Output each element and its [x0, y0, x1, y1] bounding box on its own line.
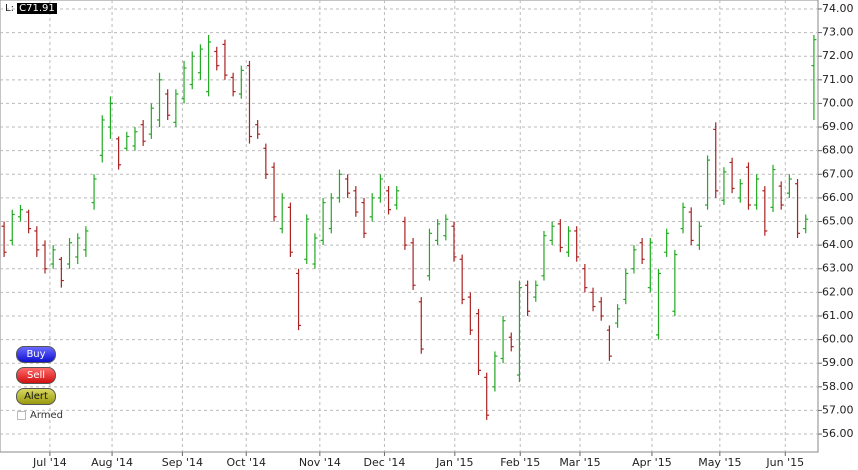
y-tick-label: 61.00	[822, 309, 854, 322]
price-legend: L: C71.91	[5, 3, 57, 14]
alert-button[interactable]: Alert	[16, 388, 56, 405]
y-tick-label: 58.00	[822, 380, 854, 393]
x-tick-label: Sep '14	[162, 456, 203, 469]
legend-label: L:	[5, 3, 14, 14]
x-tick-label: Feb '15	[500, 456, 540, 469]
plot-area	[0, 0, 819, 453]
armed-label: Armed	[30, 410, 64, 421]
y-tick-label: 66.00	[822, 191, 854, 204]
y-tick-label: 74.00	[822, 2, 854, 15]
y-tick-label: 65.00	[822, 215, 854, 228]
y-tick-label: 71.00	[822, 73, 854, 86]
y-tick-label: 70.00	[822, 96, 854, 109]
buy-button[interactable]: Buy	[16, 346, 56, 363]
y-tick-label: 68.00	[822, 144, 854, 157]
y-tick-label: 59.00	[822, 356, 854, 369]
x-tick-label: May '15	[698, 456, 741, 469]
y-tick-label: 63.00	[822, 262, 854, 275]
x-tick-label: Nov '14	[299, 456, 341, 469]
x-tick-label: Mar '15	[559, 456, 600, 469]
y-tick-label: 62.00	[822, 285, 854, 298]
y-tick-label: 69.00	[822, 120, 854, 133]
x-tick-label: Oct '14	[226, 456, 266, 469]
x-tick-label: Jul '14	[32, 456, 67, 469]
y-tick-label: 57.00	[822, 403, 854, 416]
x-tick-label: Jan '15	[435, 456, 473, 469]
armed-checkbox[interactable]: Armed	[17, 410, 63, 421]
sell-button[interactable]: Sell	[16, 367, 56, 384]
x-tick-label: Jun '15	[765, 456, 804, 469]
legend-value: C71.91	[17, 3, 57, 14]
y-tick-label: 73.00	[822, 26, 854, 39]
x-tick-label: Aug '14	[91, 456, 133, 469]
y-tick-label: 60.00	[822, 333, 854, 346]
y-tick-label: 56.00	[822, 427, 854, 440]
x-tick-label: Apr '15	[632, 456, 672, 469]
x-tick-label: Dec '14	[364, 456, 406, 469]
y-tick-label: 72.00	[822, 49, 854, 62]
y-tick-label: 64.00	[822, 238, 854, 251]
y-tick-label: 67.00	[822, 167, 854, 180]
